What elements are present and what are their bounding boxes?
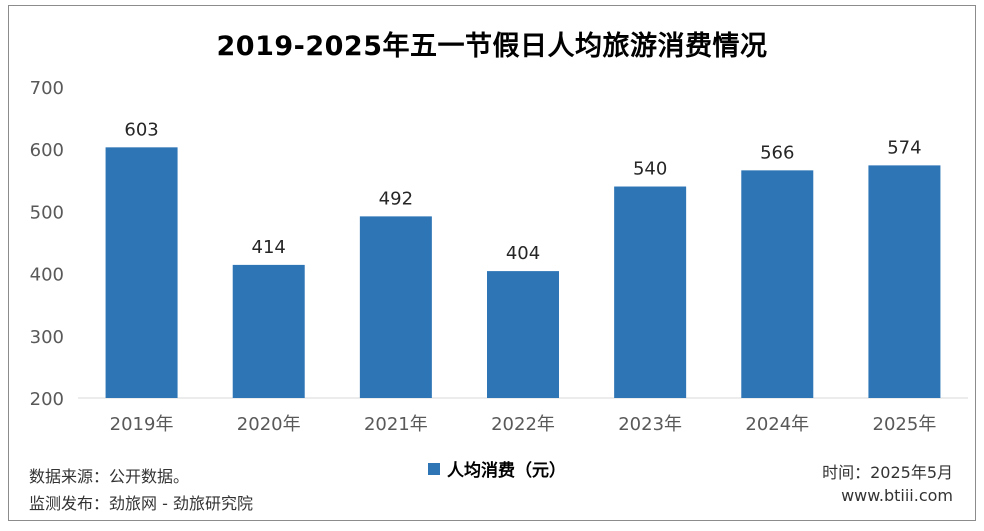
bar [868,165,941,398]
data-label: 540 [633,159,667,180]
data-label: 404 [506,243,540,264]
data-label: 603 [124,119,158,140]
legend: 人均消费（元） [428,456,566,481]
legend-swatch [428,462,440,475]
x-tick-label: 2019年 [110,414,174,435]
y-tick-label: 600 [30,140,64,161]
y-tick-label: 400 [30,265,64,286]
bar [232,264,305,398]
publish-time: 时间：2025年5月 [822,463,953,482]
x-tick-label: 2025年 [873,414,937,435]
x-tick-label: 2021年 [364,414,428,435]
x-tick-label: 2023年 [618,414,682,435]
y-tick-label: 500 [30,202,64,223]
x-tick-label: 2020年 [237,414,301,435]
data-label: 414 [252,237,286,258]
bar [741,170,814,398]
data-label: 492 [379,188,413,209]
bar [359,216,432,398]
x-tick-label: 2022年 [491,414,555,435]
publisher-note: 监测发布：劲旅网 - 劲旅研究院 [29,494,253,513]
bar [105,147,178,398]
data-label: 566 [760,142,794,163]
data-source-note: 数据来源：公开数据。 [29,467,190,486]
legend-label: 人均消费（元） [447,461,566,481]
y-tick-label: 200 [30,389,64,410]
y-tick-label: 300 [30,327,64,348]
website-link[interactable]: www.btiii.com [841,486,953,505]
y-tick-label: 700 [30,78,64,99]
bar [487,271,559,398]
bar [614,186,687,398]
chart-title: 2019-2025年五一节假日人均旅游消费情况 [216,31,768,62]
data-label: 574 [887,137,921,158]
x-tick-label: 2024年 [745,414,809,435]
